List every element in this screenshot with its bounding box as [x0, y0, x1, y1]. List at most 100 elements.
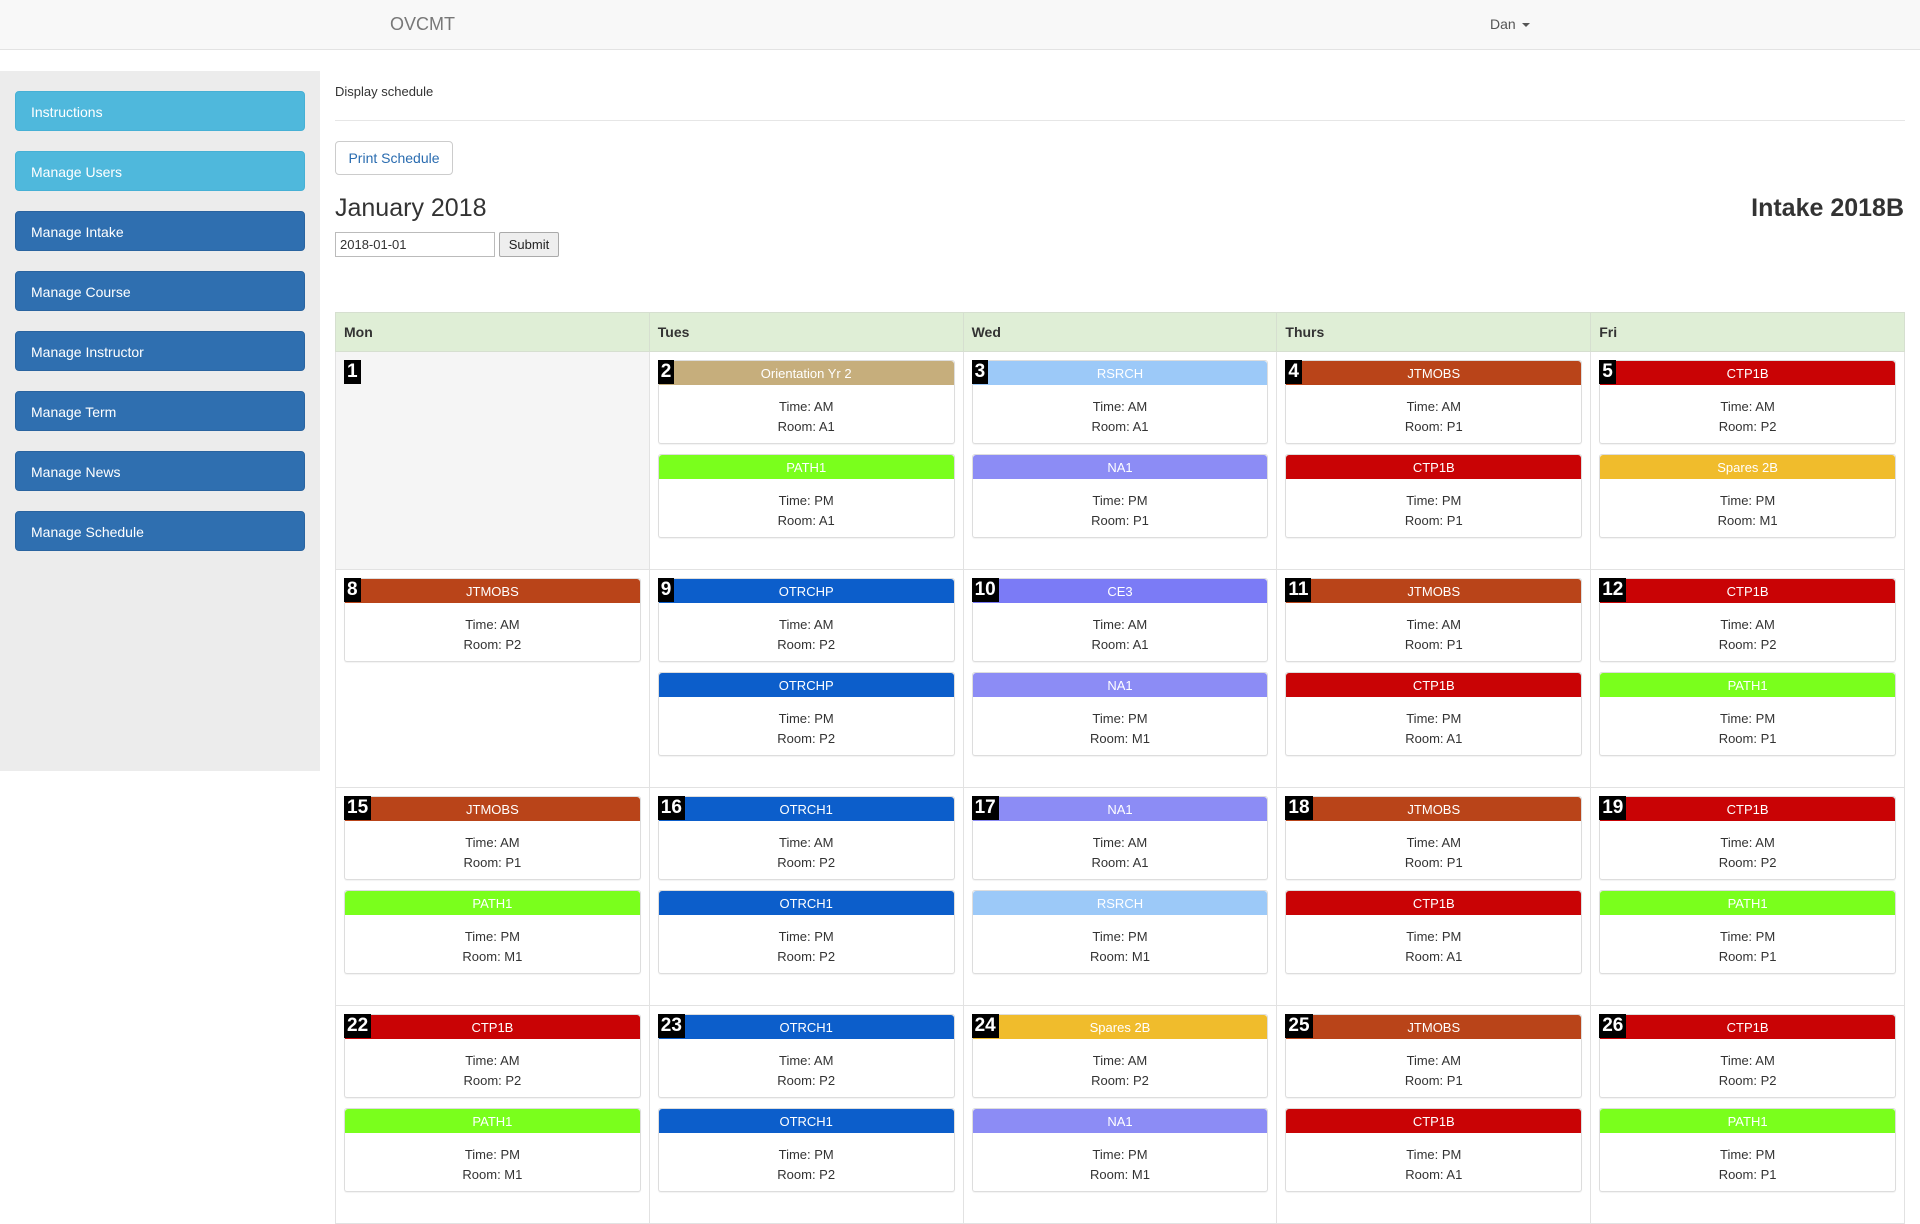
schedule-event[interactable]: CTP1B Time: PM Room: A1	[1285, 1108, 1583, 1192]
sidebar-item-manage-schedule[interactable]: Manage Schedule	[15, 511, 305, 551]
event-time: Time: PM	[1720, 711, 1776, 726]
event-course-name: CTP1B	[1600, 1015, 1895, 1039]
schedule-event[interactable]: OTRCH1 Time: PM Room: P2	[657, 890, 955, 974]
event-course-name: NA1	[972, 1109, 1268, 1133]
schedule-event[interactable]: JTMOBS Time: AM Room: P2	[344, 578, 641, 662]
schedule-event[interactable]: OTRCH1 Time: PM Room: P2	[657, 1108, 955, 1192]
divider	[335, 120, 1905, 121]
schedule-event[interactable]: OTRCHP Time: AM Room: P2	[657, 578, 955, 662]
sidebar-item-manage-term[interactable]: Manage Term	[15, 391, 305, 431]
event-details: Time: AM Room: P1	[1286, 603, 1581, 655]
event-time: Time: AM	[1092, 1053, 1148, 1068]
sidebar-item-manage-users[interactable]: Manage Users	[15, 151, 305, 191]
schedule-event[interactable]: OTRCH1 Time: AM Room: P2	[657, 1014, 955, 1098]
sidebar-item-manage-instructor[interactable]: Manage Instructor	[15, 331, 305, 371]
schedule-event[interactable]: RSRCH Time: AM Room: A1	[971, 360, 1269, 444]
event-time: Time: AM	[778, 1053, 834, 1068]
event-course-name: RSRCH	[972, 361, 1268, 385]
schedule-event[interactable]: CTP1B Time: AM Room: P2	[344, 1014, 641, 1098]
submit-button[interactable]: Submit	[499, 232, 559, 257]
event-room: Room: P1	[463, 855, 522, 870]
schedule-event[interactable]: RSRCH Time: PM Room: M1	[971, 890, 1269, 974]
schedule-event[interactable]: Spares 2B Time: PM Room: M1	[1599, 454, 1896, 538]
event-details: Time: AM Room: P2	[1600, 1039, 1895, 1091]
event-details: Time: PM Room: P1	[1600, 915, 1895, 967]
date-input[interactable]	[335, 232, 495, 257]
event-time: Time: PM	[1720, 1147, 1776, 1162]
event-course-name: JTMOBS	[1286, 361, 1582, 385]
schedule-event[interactable]: JTMOBS Time: AM Room: P1	[344, 796, 641, 880]
event-details: Time: PM Room: P1	[1600, 1133, 1895, 1185]
event-room: Room: P2	[777, 637, 836, 652]
event-details: Time: AM Room: P1	[1286, 821, 1581, 873]
event-time: Time: PM	[464, 929, 520, 944]
schedule-event[interactable]: JTMOBS Time: AM Room: P1	[1285, 1014, 1583, 1098]
print-schedule-button[interactable]: Print Schedule	[335, 141, 453, 175]
schedule-event[interactable]: PATH1 Time: PM Room: M1	[344, 1108, 641, 1192]
event-room: Room: P1	[1718, 949, 1777, 964]
schedule-event[interactable]: CTP1B Time: AM Room: P2	[1599, 796, 1896, 880]
brand-title[interactable]: OVCMT	[390, 14, 455, 34]
sidebar-item-instructions[interactable]: Instructions	[15, 91, 305, 131]
schedule-event[interactable]: PATH1 Time: PM Room: P1	[1599, 672, 1896, 756]
schedule-event[interactable]: NA1 Time: AM Room: A1	[971, 796, 1269, 880]
schedule-event[interactable]: OTRCH1 Time: AM Room: P2	[657, 796, 955, 880]
sidebar-item-label: Manage Intake	[31, 224, 124, 240]
event-room: Room: P1	[1404, 513, 1463, 528]
user-menu-dropdown[interactable]: Dan	[1490, 16, 1530, 32]
schedule-event[interactable]: Spares 2B Time: AM Room: P2	[971, 1014, 1269, 1098]
schedule-event[interactable]: PATH1 Time: PM Room: P1	[1599, 890, 1896, 974]
schedule-event[interactable]: OTRCHP Time: PM Room: P2	[657, 672, 955, 756]
schedule-event[interactable]: Orientation Yr 2 Time: AM Room: A1	[657, 360, 955, 444]
day-number: 26	[1599, 1014, 1627, 1038]
schedule-event[interactable]: JTMOBS Time: AM Room: P1	[1285, 796, 1583, 880]
calendar-day-cell: 25 JTMOBS Time: AM Room: P1 CTP1B Time: PM Roo…	[1276, 1005, 1592, 1224]
schedule-event[interactable]: CTP1B Time: AM Room: P2	[1599, 578, 1896, 662]
event-time: Time: PM	[1406, 711, 1462, 726]
event-course-name: CTP1B	[1600, 361, 1895, 385]
sidebar-item-manage-course[interactable]: Manage Course	[15, 271, 305, 311]
schedule-event[interactable]: PATH1 Time: PM Room: P1	[1599, 1108, 1896, 1192]
day-number: 17	[971, 796, 999, 820]
schedule-event[interactable]: NA1 Time: PM Room: P1	[971, 454, 1269, 538]
day-number: 1	[344, 360, 361, 384]
event-details: Time: AM Room: P1	[1286, 385, 1581, 437]
schedule-event[interactable]: CE3 Time: AM Room: A1	[971, 578, 1269, 662]
event-room: Room: P1	[1404, 637, 1463, 652]
event-room: Room: A1	[1405, 731, 1463, 746]
event-details: Time: PM Room: A1	[1286, 1133, 1581, 1185]
event-time: Time: AM	[1406, 835, 1461, 850]
day-number: 19	[1599, 796, 1627, 820]
day-number: 9	[657, 578, 675, 602]
schedule-event[interactable]: JTMOBS Time: AM Room: P1	[1285, 578, 1583, 662]
schedule-event[interactable]: CTP1B Time: AM Room: P2	[1599, 1014, 1896, 1098]
event-details: Time: PM Room: A1	[1286, 915, 1581, 967]
event-details: Time: PM Room: P1	[1286, 479, 1581, 531]
event-room: Room: M1	[1090, 949, 1150, 964]
event-room: Room: P2	[1718, 637, 1777, 652]
event-room: Room: P2	[1718, 855, 1777, 870]
event-details: Time: PM Room: M1	[973, 697, 1268, 749]
event-details: Time: AM Room: P1	[1286, 1039, 1581, 1091]
event-details: Time: AM Room: P2	[345, 1039, 640, 1091]
schedule-event[interactable]: PATH1 Time: PM Room: M1	[344, 890, 641, 974]
schedule-event[interactable]: NA1 Time: PM Room: M1	[971, 1108, 1269, 1192]
event-course-name: JTMOBS	[1286, 579, 1582, 603]
header-mon: Mon	[335, 312, 650, 352]
event-course-name: OTRCH1	[658, 1109, 954, 1133]
event-time: Time: AM	[465, 617, 520, 632]
schedule-event[interactable]: PATH1 Time: PM Room: A1	[657, 454, 955, 538]
event-time: Time: PM	[1092, 929, 1148, 944]
schedule-event[interactable]: CTP1B Time: PM Room: P1	[1285, 454, 1583, 538]
sidebar-item-manage-news[interactable]: Manage News	[15, 451, 305, 491]
calendar-day-cell: 19 CTP1B Time: AM Room: P2 PATH1 Time: PM Room…	[1590, 787, 1905, 1006]
schedule-event[interactable]: CTP1B Time: PM Room: A1	[1285, 672, 1583, 756]
schedule-event[interactable]: NA1 Time: PM Room: M1	[971, 672, 1269, 756]
schedule-event[interactable]: CTP1B Time: PM Room: A1	[1285, 890, 1583, 974]
calendar-day-cell: 2 Orientation Yr 2 Time: AM Room: A1 PATH1 Ti…	[648, 351, 964, 570]
event-room: Room: A1	[1405, 949, 1463, 964]
calendar-day-cell: 24 Spares 2B Time: AM Room: P2 NA1 Time: PM Ro…	[962, 1005, 1278, 1224]
schedule-event[interactable]: JTMOBS Time: AM Room: P1	[1285, 360, 1583, 444]
sidebar-item-manage-intake[interactable]: Manage Intake	[15, 211, 305, 251]
schedule-event[interactable]: CTP1B Time: AM Room: P2	[1599, 360, 1896, 444]
